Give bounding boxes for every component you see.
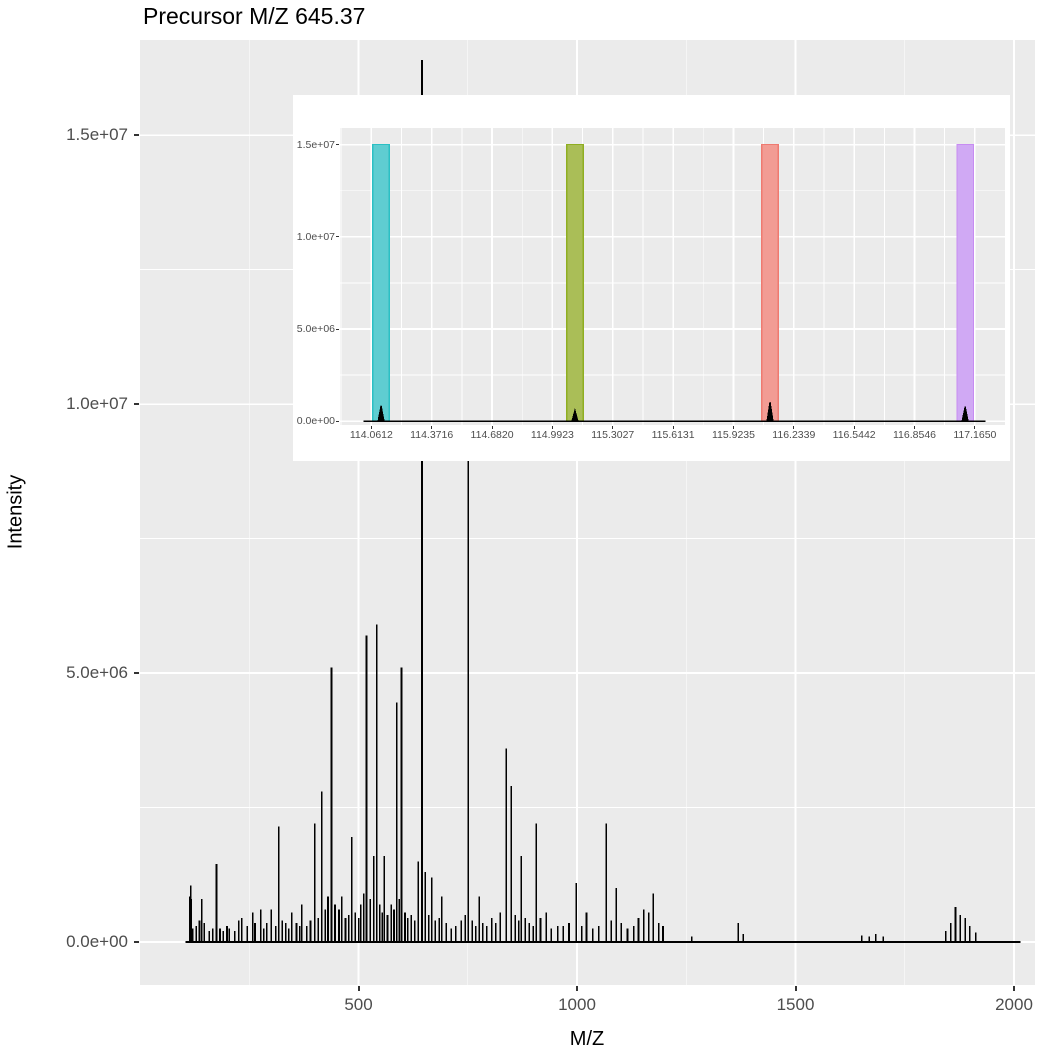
axis-tick: [732, 426, 734, 429]
tick-label: 500: [344, 995, 373, 1014]
tick-label: 1.0e+07: [296, 230, 335, 243]
tick-label: 2000: [995, 995, 1033, 1014]
y-axis-title: Intensity: [4, 474, 27, 550]
tick-label: 114.6820: [470, 429, 514, 441]
highlight-bar-117: [956, 144, 975, 422]
tick-label: 115.3027: [591, 429, 635, 441]
tick-label: 116.5442: [832, 429, 876, 441]
tick-label: 115.6131: [651, 429, 695, 441]
axis-tick: [336, 420, 339, 422]
axis-tick: [370, 426, 372, 429]
tick-label: 1.5e+07: [296, 138, 335, 151]
tick-label: 114.3716: [410, 429, 454, 441]
tick-label: 115.9235: [711, 429, 755, 441]
x-axis-title: M/Z: [569, 1028, 605, 1050]
axis-tick: [793, 426, 795, 429]
axis-tick: [357, 986, 360, 991]
axis-tick: [431, 426, 433, 429]
tick-label: 0.0e+00: [66, 931, 128, 951]
tick-label: 116.8546: [892, 429, 937, 441]
tick-label: 114.0612: [349, 429, 393, 441]
axis-tick: [576, 986, 578, 991]
spectrum-peaks: [377, 401, 969, 422]
axis-tick: [914, 426, 915, 429]
tick-label: 1000: [558, 995, 596, 1014]
spectrum-peaks: [189, 59, 977, 942]
tick-label: 0.0e+00: [296, 415, 335, 428]
highlight-bar-116: [761, 144, 779, 422]
axis-tick: [336, 236, 339, 238]
tick-label: 1500: [776, 995, 815, 1014]
tick-label: 116.2339: [772, 429, 816, 441]
axis-tick: [134, 403, 139, 406]
tick-label: 5.0e+06: [66, 663, 128, 683]
axis-tick: [134, 134, 139, 137]
tick-label: 117.1650: [953, 429, 997, 441]
axis-tick: [134, 940, 139, 943]
axis-tick: [794, 986, 797, 991]
axis-tick: [612, 426, 614, 429]
highlight-bar-115: [566, 144, 584, 422]
chart-title: Precursor M/Z 645.37: [143, 3, 366, 29]
tick-label: 5.0e+06: [296, 323, 335, 336]
axis-tick: [134, 672, 139, 675]
axis-tick: [853, 426, 855, 429]
inset-spectrum-svg: [340, 128, 1005, 425]
inset-reporter-ion-plot: 0.0e+00 5.0e+06 1.0e+07 1.5e+07 114.0612 114…: [293, 95, 1010, 461]
axis-tick: [672, 426, 674, 429]
axis-tick: [336, 328, 339, 330]
axis-tick: [491, 426, 493, 429]
tick-label: 1.5e+07: [66, 125, 128, 145]
inset-plot-panel: [340, 128, 1005, 425]
tick-label: 1.0e+07: [66, 394, 128, 414]
axis-tick: [974, 426, 976, 429]
axis-tick: [336, 144, 339, 146]
highlight-bar-114: [372, 144, 390, 422]
axis-tick: [551, 426, 553, 429]
gridlines-major: [340, 128, 1005, 425]
axis-tick: [1013, 986, 1016, 991]
tick-label: 114.9923: [530, 429, 574, 441]
